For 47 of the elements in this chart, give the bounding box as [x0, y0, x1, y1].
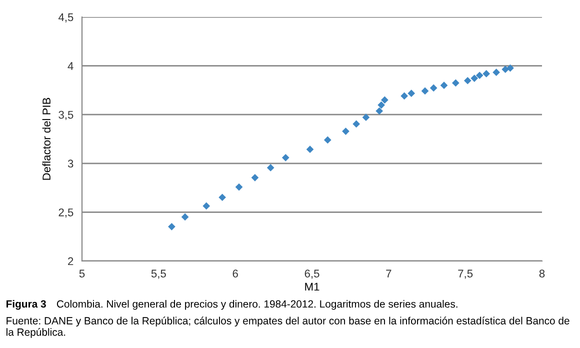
point	[235, 183, 243, 191]
point	[218, 194, 226, 202]
point	[408, 90, 416, 97]
x-tick-label: 7	[386, 270, 392, 278]
y-tick-label: 3	[68, 160, 74, 168]
point	[400, 92, 408, 100]
text: Figura 3	[6, 300, 46, 310]
point	[464, 76, 472, 84]
point	[440, 82, 448, 89]
point	[266, 164, 274, 172]
point	[421, 87, 429, 95]
x-axis-title: M1	[305, 282, 320, 291]
point	[202, 202, 210, 210]
point	[282, 154, 290, 162]
point	[502, 66, 510, 73]
x-tick-label: 8	[539, 270, 545, 278]
point	[376, 107, 383, 115]
y-tick-label: 4	[68, 62, 74, 70]
point	[381, 96, 388, 104]
point	[470, 74, 478, 82]
point	[492, 68, 500, 76]
point	[324, 136, 332, 144]
x-tick-label: 6,5	[304, 270, 320, 279]
y-tick-label: 2,5	[58, 208, 74, 218]
point	[378, 101, 385, 109]
y-tick-label: 4,5	[58, 13, 74, 22]
point	[362, 114, 370, 122]
point	[482, 70, 490, 78]
point	[430, 84, 438, 92]
point	[452, 79, 460, 87]
point	[352, 120, 360, 128]
x-tick-label: 5,5	[151, 270, 166, 279]
y-tick-label: 3,5	[58, 110, 74, 120]
point	[342, 128, 350, 135]
point	[306, 146, 314, 154]
point	[251, 174, 259, 182]
x-tick-label: 6	[232, 270, 238, 278]
point	[506, 64, 514, 72]
y-tick-label: 2	[68, 257, 74, 266]
source-note: Fuente: DANE y Banco de la República; cálculos y empates del autor con base en la información estadística del Banco de la República.	[6, 316, 570, 338]
text: Colombia. Nivel general de precios y dinero. 1984-2012. Logaritmos de series anuales.	[56, 300, 458, 310]
x-tick-label: 5	[79, 270, 85, 278]
point	[476, 72, 484, 80]
x-tick-label: 7,5	[458, 270, 473, 279]
point	[168, 222, 176, 230]
y-axis-title: Deflactor del PIB	[42, 98, 50, 180]
point	[181, 213, 189, 221]
